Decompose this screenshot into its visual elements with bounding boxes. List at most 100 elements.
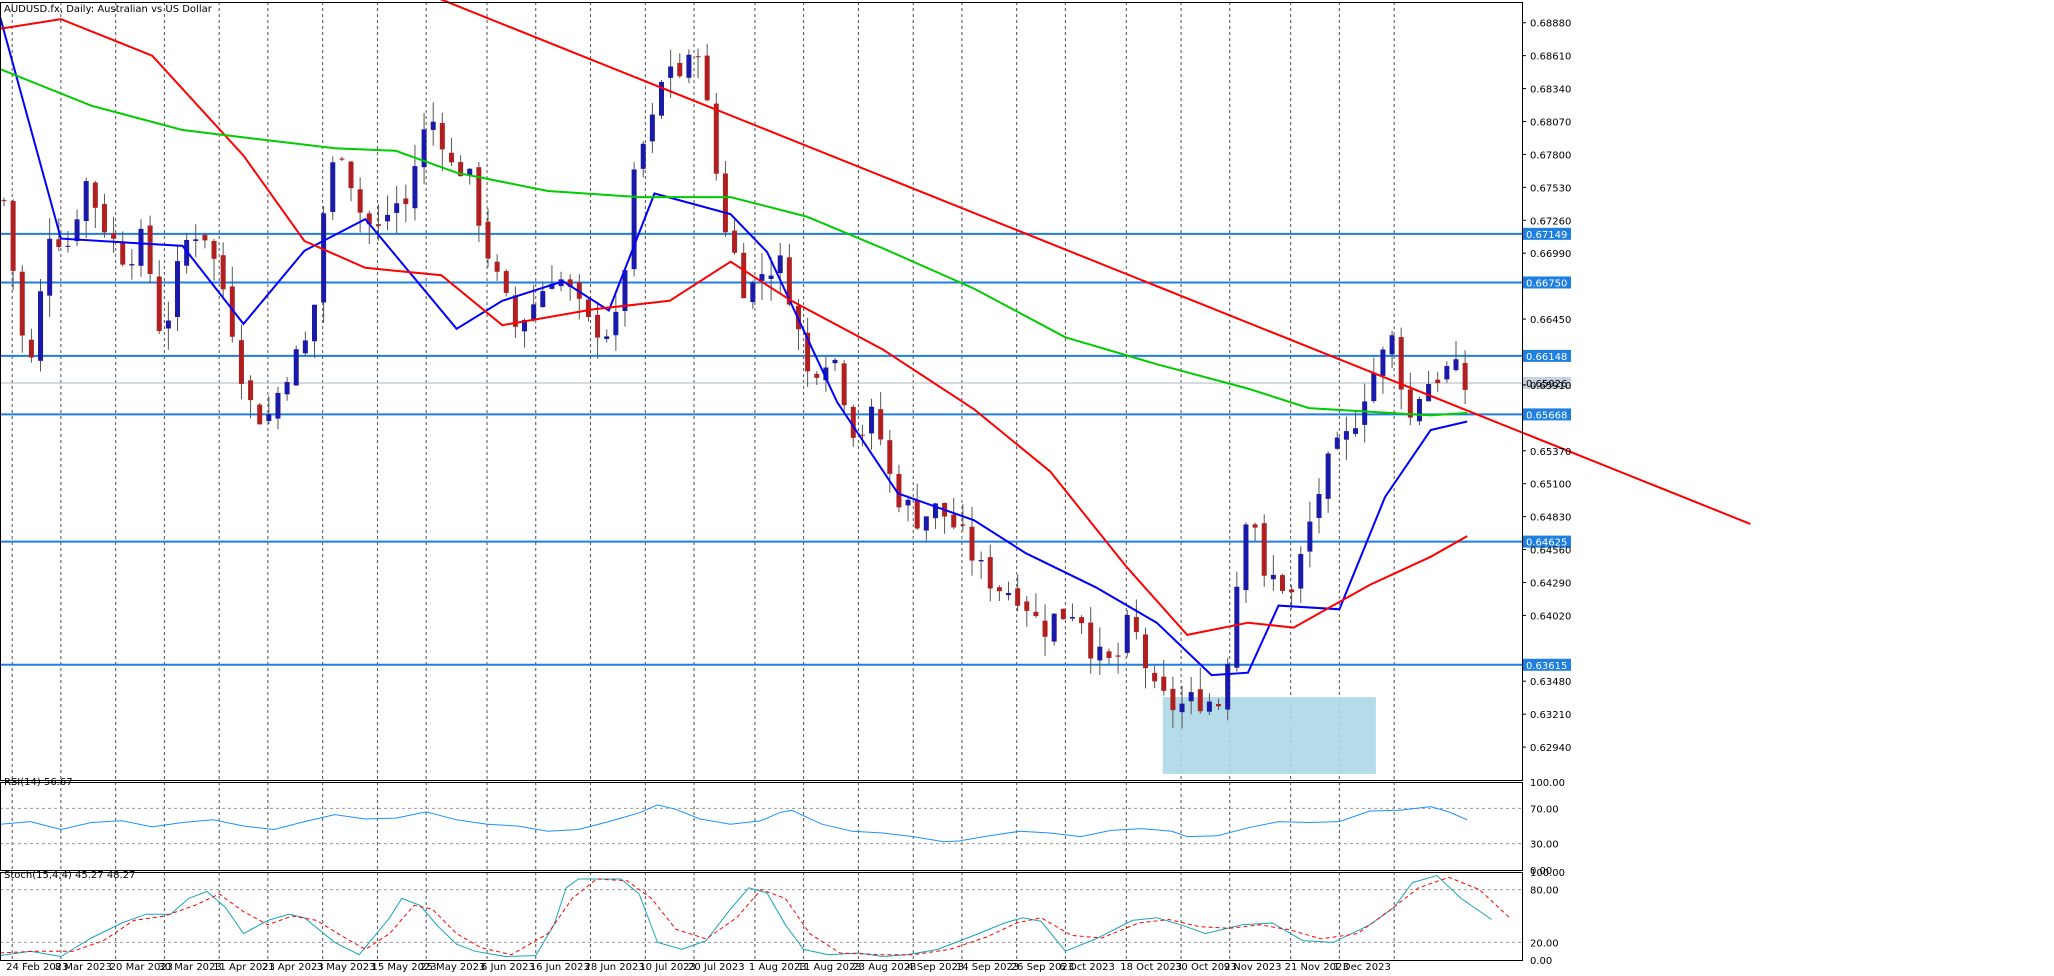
candle-body (193, 239, 199, 241)
y-tick-label: 0.63210 (1530, 710, 1571, 721)
candle-body (83, 181, 89, 222)
candle-body (1279, 575, 1285, 591)
candle-body (531, 304, 537, 320)
candle-body (47, 238, 53, 296)
candle-body (19, 271, 25, 336)
candle-body (330, 162, 336, 212)
candle-body (1060, 608, 1066, 620)
candle-body (1225, 663, 1231, 710)
candle-body (448, 152, 454, 163)
price-tag (1523, 535, 1571, 548)
candle-body (28, 339, 34, 358)
candle-body (695, 56, 701, 58)
candle-body (1170, 688, 1176, 711)
ma-line (0, 18, 1468, 636)
stoch-line (0, 874, 1492, 958)
stoch-tick-label: 0.00 (1530, 956, 1552, 967)
candle-body (677, 62, 683, 77)
x-tick-label: 30 Mar 2023 (158, 962, 221, 972)
candle-body (960, 524, 966, 526)
candle-body (969, 526, 975, 561)
candle-body (202, 234, 208, 241)
candle-body (649, 114, 655, 142)
candle-body (1334, 437, 1340, 449)
candle-body (394, 203, 400, 213)
x-tick-label: 11 Aug 2023 (798, 962, 862, 972)
candle-body (156, 276, 162, 332)
x-tick-label: 20 Jul 2023 (688, 962, 745, 972)
candle-body (1097, 646, 1103, 661)
candle-body (494, 261, 500, 272)
candle-body (403, 198, 409, 205)
candle-body (366, 213, 372, 225)
candle-body (1444, 366, 1450, 380)
y-tick-label: 0.66990 (1530, 249, 1571, 260)
candle-body (859, 434, 865, 436)
candle-body (1069, 616, 1075, 619)
candle-body (732, 230, 738, 253)
candle-body (257, 404, 263, 425)
candle-body (1435, 379, 1441, 384)
candle-body (1353, 428, 1359, 434)
candle-body (1124, 615, 1130, 653)
candle-body (476, 167, 482, 226)
x-tick-label: 14 Sep 2023 (956, 962, 1019, 972)
vertical-grid (11, 2, 1395, 960)
candle-body (567, 279, 573, 287)
candle-body (1307, 521, 1313, 552)
candle-body (713, 103, 719, 174)
candle-body (458, 162, 464, 177)
candle-body (1362, 401, 1368, 425)
candle-body (923, 516, 929, 531)
stoch-title: Stoch(15,4,4) 45.27 48.27 (4, 870, 135, 881)
candle-body (1088, 622, 1094, 659)
candle-body (348, 161, 354, 189)
x-tick-label: 20 Mar 2023 (110, 962, 173, 972)
price-tag (1523, 408, 1571, 421)
x-tick-label: 30 Oct 2023 (1175, 962, 1237, 972)
candle-body (1197, 689, 1203, 712)
candle-body (850, 406, 856, 438)
candle-body (1161, 676, 1167, 691)
candle-body (604, 336, 610, 340)
candle-body (540, 291, 546, 308)
y-tick-label: 0.67530 (1530, 183, 1571, 194)
y-tick-label: 0.65100 (1530, 480, 1571, 491)
candle-body (1188, 692, 1194, 702)
panel-border (0, 872, 1523, 961)
x-tick-label: 15 May 2023 (371, 962, 436, 972)
candle-body (10, 200, 16, 271)
x-tick-label: 4 Sep 2023 (907, 962, 964, 972)
x-tick-label: 25 May 2023 (420, 962, 485, 972)
candle-body (1380, 349, 1386, 376)
stoch-tick-label: 80.00 (1530, 886, 1559, 897)
x-tick-label: 26 Sep 2023 (1011, 962, 1074, 972)
candle-body (585, 299, 591, 318)
y-tick-label: 0.67800 (1530, 150, 1571, 161)
x-tick-label: 1 Dec 2023 (1333, 962, 1391, 972)
candle-body (686, 54, 692, 78)
candle-body (987, 557, 993, 589)
candle-body (92, 182, 98, 208)
rsi-title: RSI(14) 56.67 (4, 777, 73, 788)
stoch-line (0, 876, 1511, 956)
x-tick-label: 3 May 2023 (317, 962, 376, 972)
candle-body (248, 380, 254, 401)
trendline (439, 0, 1751, 525)
ma-line (0, 68, 1468, 417)
horizontal-price-lines: 0.67149 0.66750 0.66148 0.65668 0.64625 0.636… (0, 227, 1571, 672)
candle-body (302, 340, 308, 354)
candle-body (914, 500, 920, 529)
candle-body (750, 282, 756, 303)
candle-body (878, 409, 884, 440)
y-tick-label: 0.63480 (1530, 677, 1571, 688)
candle-body (622, 270, 628, 312)
candle-body (1416, 398, 1422, 422)
price-tag (1523, 227, 1571, 240)
candle-body (129, 264, 135, 266)
candle-body (1234, 586, 1240, 668)
price-tag (1523, 658, 1571, 671)
candle-body (1426, 383, 1432, 402)
